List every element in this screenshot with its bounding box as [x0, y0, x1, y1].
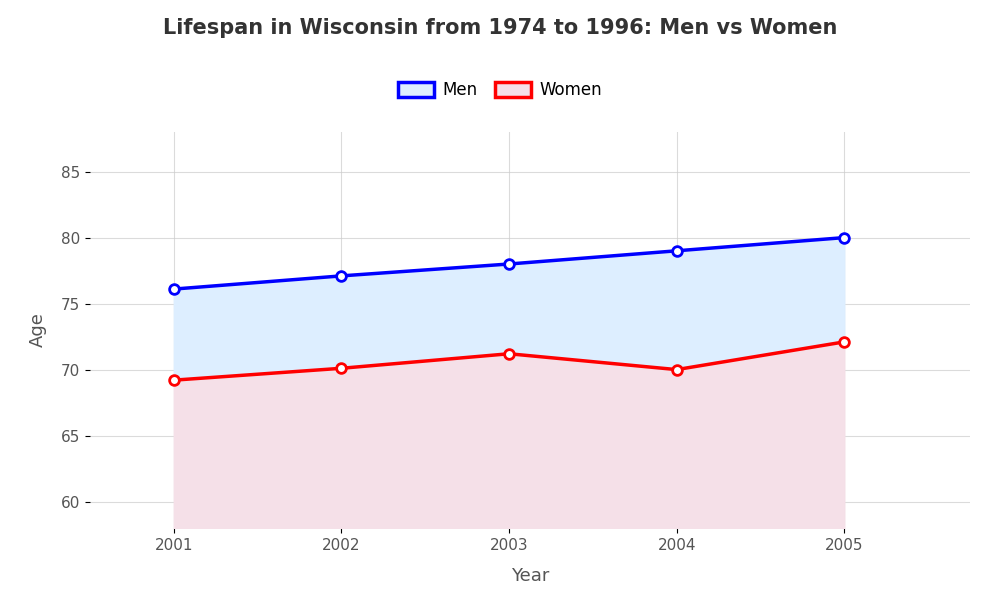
X-axis label: Year: Year	[511, 566, 549, 584]
Text: Lifespan in Wisconsin from 1974 to 1996: Men vs Women: Lifespan in Wisconsin from 1974 to 1996:…	[163, 18, 837, 38]
Legend: Men, Women: Men, Women	[391, 74, 609, 106]
Y-axis label: Age: Age	[29, 313, 47, 347]
